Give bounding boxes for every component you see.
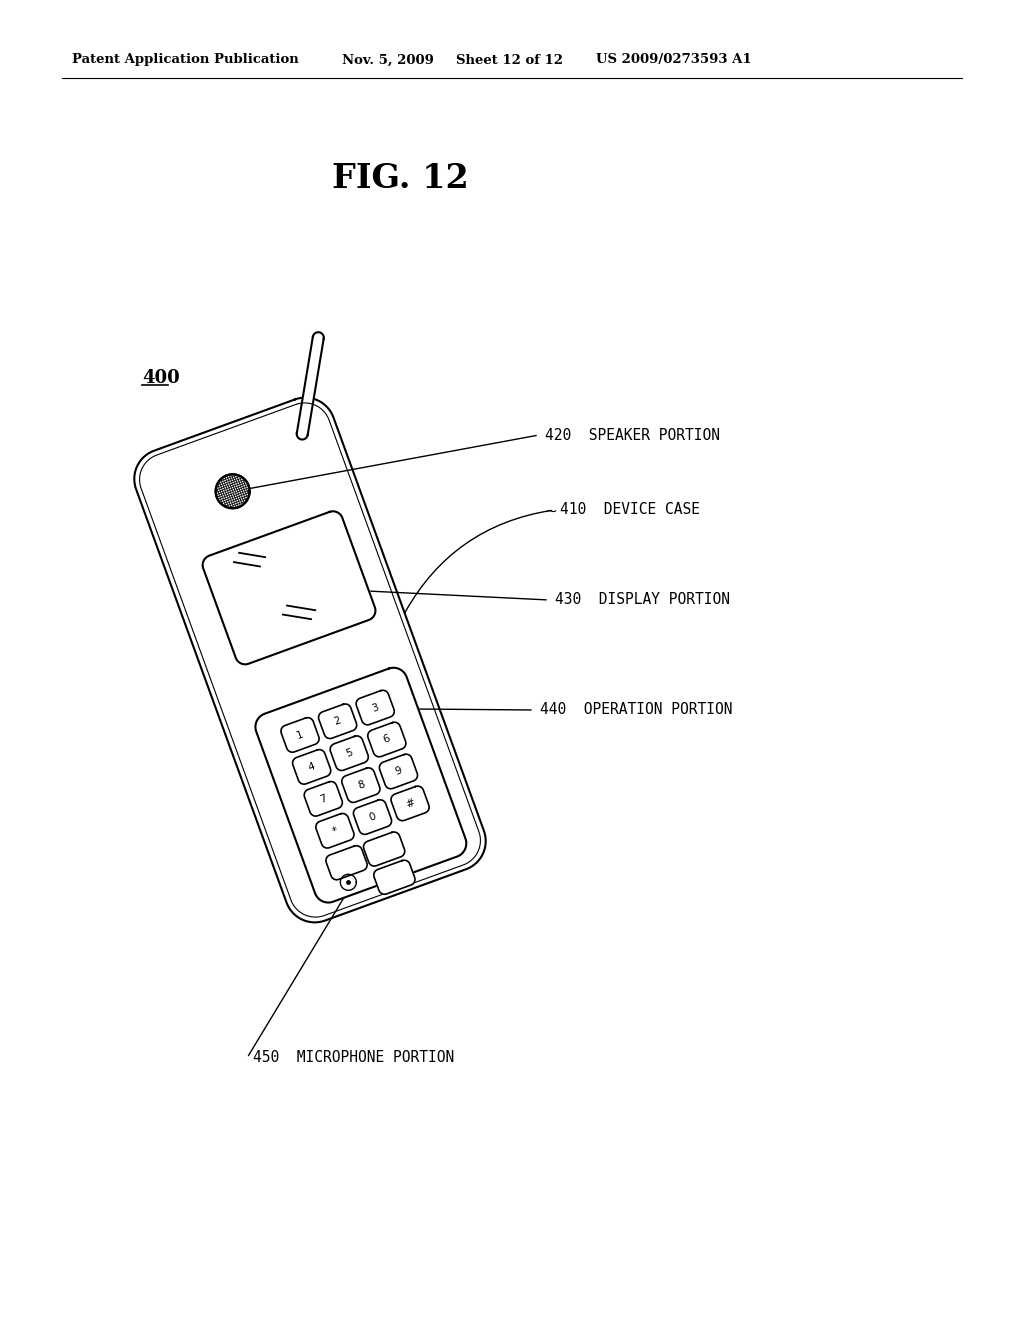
Polygon shape	[330, 737, 369, 771]
Text: 9: 9	[393, 766, 403, 777]
Text: 410  DEVICE CASE: 410 DEVICE CASE	[560, 503, 700, 517]
Text: 450  MICROPHONE PORTION: 450 MICROPHONE PORTION	[253, 1051, 455, 1065]
Text: 0: 0	[368, 812, 377, 822]
Polygon shape	[293, 750, 331, 784]
Text: Sheet 12 of 12: Sheet 12 of 12	[456, 54, 563, 66]
Text: Patent Application Publication: Patent Application Publication	[72, 54, 299, 66]
Polygon shape	[297, 333, 324, 440]
Polygon shape	[353, 800, 391, 834]
Polygon shape	[216, 474, 250, 508]
Text: FIG. 12: FIG. 12	[332, 161, 468, 194]
Text: 420  SPEAKER PORTION: 420 SPEAKER PORTION	[545, 428, 720, 442]
Text: US 2009/0273593 A1: US 2009/0273593 A1	[596, 54, 752, 66]
Text: 400: 400	[142, 370, 180, 387]
Text: 440  OPERATION PORTION: 440 OPERATION PORTION	[540, 702, 732, 718]
Text: 4: 4	[307, 762, 316, 772]
Polygon shape	[255, 668, 466, 903]
Polygon shape	[368, 722, 406, 756]
Text: 6: 6	[382, 734, 391, 746]
Text: 3: 3	[371, 702, 380, 713]
Polygon shape	[364, 832, 404, 866]
Polygon shape	[318, 704, 356, 738]
Text: 430  DISPLAY PORTION: 430 DISPLAY PORTION	[555, 593, 730, 607]
Polygon shape	[379, 754, 418, 789]
Polygon shape	[391, 787, 429, 821]
Polygon shape	[281, 718, 319, 752]
Polygon shape	[326, 846, 368, 879]
Polygon shape	[134, 397, 485, 923]
Text: $\sim$: $\sim$	[542, 503, 558, 517]
Polygon shape	[340, 874, 356, 890]
Polygon shape	[342, 768, 380, 803]
Text: 5: 5	[344, 747, 354, 759]
Polygon shape	[304, 781, 342, 816]
Text: #: #	[404, 797, 416, 809]
Text: 7: 7	[318, 793, 328, 805]
Text: *: *	[331, 825, 339, 837]
Text: 1: 1	[295, 729, 305, 741]
Polygon shape	[315, 813, 354, 847]
Text: 2: 2	[333, 715, 342, 727]
Polygon shape	[356, 690, 394, 725]
Text: Nov. 5, 2009: Nov. 5, 2009	[342, 54, 434, 66]
Polygon shape	[203, 511, 376, 664]
Text: 8: 8	[356, 779, 366, 791]
Polygon shape	[374, 861, 415, 894]
